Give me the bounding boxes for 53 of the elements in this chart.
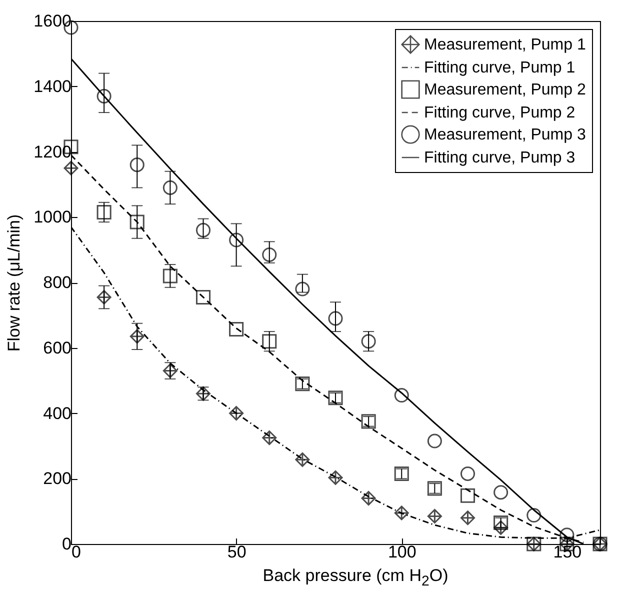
point <box>64 160 78 176</box>
x-axis-title: Back pressure (cm H$_{2}$O) <box>262 566 450 590</box>
point <box>262 430 277 446</box>
point <box>196 222 211 238</box>
legend-label: Measurement, Pump 3 <box>424 126 586 144</box>
point <box>460 466 476 481</box>
point <box>130 329 144 344</box>
point <box>394 506 409 520</box>
point <box>560 528 574 542</box>
y-tick-label: 800 <box>43 273 72 292</box>
legend-label: Measurement, Pump 2 <box>424 82 586 98</box>
point <box>162 268 178 284</box>
y-tick-label: 200 <box>43 469 72 488</box>
x-tick-label: 150 <box>553 542 582 562</box>
point <box>328 470 343 485</box>
point <box>96 204 112 220</box>
point <box>162 180 178 195</box>
y-tick-label: 1000 <box>34 208 72 227</box>
point <box>460 510 476 526</box>
legend-label: Fitting curve, Pump 1 <box>424 60 576 76</box>
point <box>130 158 144 172</box>
point <box>295 452 310 467</box>
legend-label: Measurement, Pump 1 <box>424 36 586 54</box>
point <box>196 290 211 304</box>
point <box>526 508 542 522</box>
x-tick-label: 50 <box>227 542 246 562</box>
point <box>96 290 112 304</box>
point <box>427 434 442 448</box>
point <box>262 334 277 349</box>
point <box>460 488 476 503</box>
point <box>494 520 508 535</box>
legend-label: Fitting curve, Pump 3 <box>424 150 576 166</box>
point <box>229 406 244 421</box>
point <box>96 88 112 104</box>
y-tick-label: 1200 <box>34 142 72 162</box>
legend-label: Fitting curve, Pump 2 <box>424 104 576 122</box>
point <box>328 311 343 326</box>
y-tick-label: 600 <box>43 338 72 358</box>
point <box>229 322 244 337</box>
point <box>494 485 508 500</box>
x-tick-label: 100 <box>388 542 416 562</box>
point <box>295 282 310 296</box>
point <box>229 232 244 248</box>
y-tick-label: 1400 <box>34 76 72 96</box>
y-axis-title: Flow rate (μL/min) <box>4 214 24 352</box>
point <box>130 214 144 230</box>
y-tick-label: 1600 <box>34 12 72 30</box>
y-tick-label: 400 <box>43 404 72 423</box>
point <box>427 508 442 524</box>
point <box>394 388 409 403</box>
point <box>361 490 376 506</box>
point <box>361 334 376 349</box>
point <box>262 247 277 262</box>
